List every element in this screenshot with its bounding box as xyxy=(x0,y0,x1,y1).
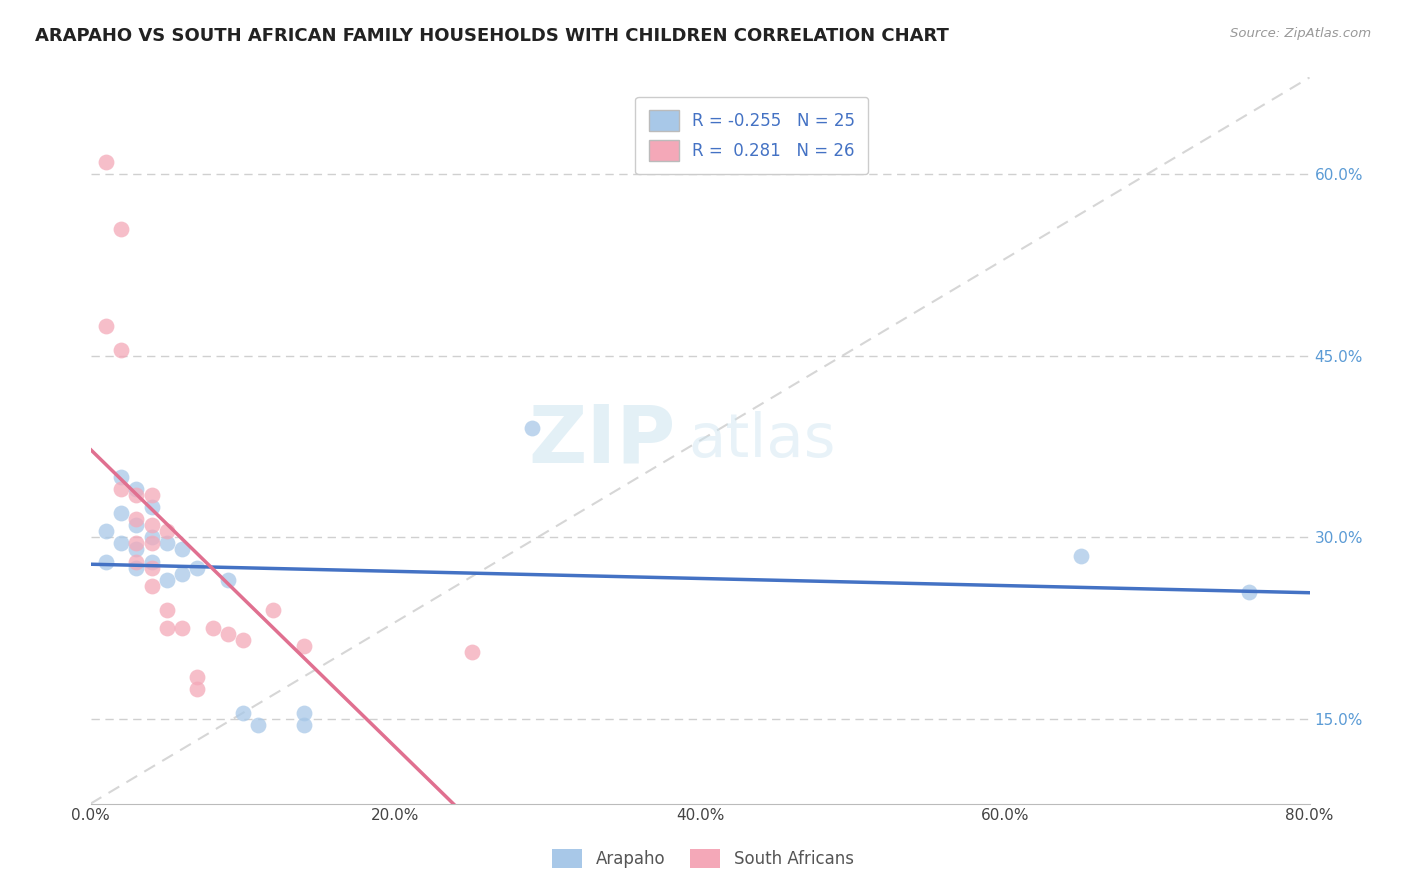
Point xyxy=(292,718,315,732)
Point xyxy=(1070,549,1092,563)
Point xyxy=(94,318,117,333)
Point xyxy=(156,524,179,539)
Text: ARAPAHO VS SOUTH AFRICAN FAMILY HOUSEHOLDS WITH CHILDREN CORRELATION CHART: ARAPAHO VS SOUTH AFRICAN FAMILY HOUSEHOL… xyxy=(35,27,949,45)
Point xyxy=(141,500,163,514)
Point xyxy=(460,645,482,659)
Point xyxy=(292,640,315,654)
Point xyxy=(110,221,132,235)
Point xyxy=(292,706,315,720)
Point xyxy=(186,669,208,683)
Point xyxy=(141,530,163,544)
Point xyxy=(125,560,148,574)
Point xyxy=(262,603,284,617)
Point xyxy=(170,621,193,635)
Point xyxy=(156,603,179,617)
Point xyxy=(170,542,193,557)
Point xyxy=(110,506,132,520)
Point xyxy=(141,555,163,569)
Point xyxy=(522,421,544,435)
Legend: R = -0.255   N = 25, R =  0.281   N = 26: R = -0.255 N = 25, R = 0.281 N = 26 xyxy=(636,96,869,175)
Point xyxy=(201,621,224,635)
Point xyxy=(232,633,254,648)
Point xyxy=(125,518,148,533)
Point xyxy=(94,524,117,539)
Point xyxy=(156,621,179,635)
Point xyxy=(110,536,132,550)
Point xyxy=(125,555,148,569)
Point xyxy=(217,573,239,587)
Text: atlas: atlas xyxy=(688,411,835,470)
Point xyxy=(141,488,163,502)
Point xyxy=(141,518,163,533)
Legend: Arapaho, South Africans: Arapaho, South Africans xyxy=(546,843,860,875)
Point xyxy=(217,627,239,641)
Text: Source: ZipAtlas.com: Source: ZipAtlas.com xyxy=(1230,27,1371,40)
Point xyxy=(141,536,163,550)
Point xyxy=(125,542,148,557)
Point xyxy=(141,579,163,593)
Point xyxy=(186,560,208,574)
Point xyxy=(170,566,193,581)
Point xyxy=(156,536,179,550)
Point xyxy=(125,536,148,550)
Point xyxy=(94,155,117,169)
Point xyxy=(94,555,117,569)
Text: ZIP: ZIP xyxy=(529,401,676,480)
Point xyxy=(232,706,254,720)
Point xyxy=(141,560,163,574)
Point xyxy=(125,512,148,526)
Point xyxy=(125,488,148,502)
Point xyxy=(156,573,179,587)
Point xyxy=(186,681,208,696)
Point xyxy=(1237,584,1260,599)
Point xyxy=(110,482,132,496)
Point xyxy=(110,470,132,484)
Point xyxy=(125,482,148,496)
Point xyxy=(110,343,132,357)
Point xyxy=(247,718,270,732)
